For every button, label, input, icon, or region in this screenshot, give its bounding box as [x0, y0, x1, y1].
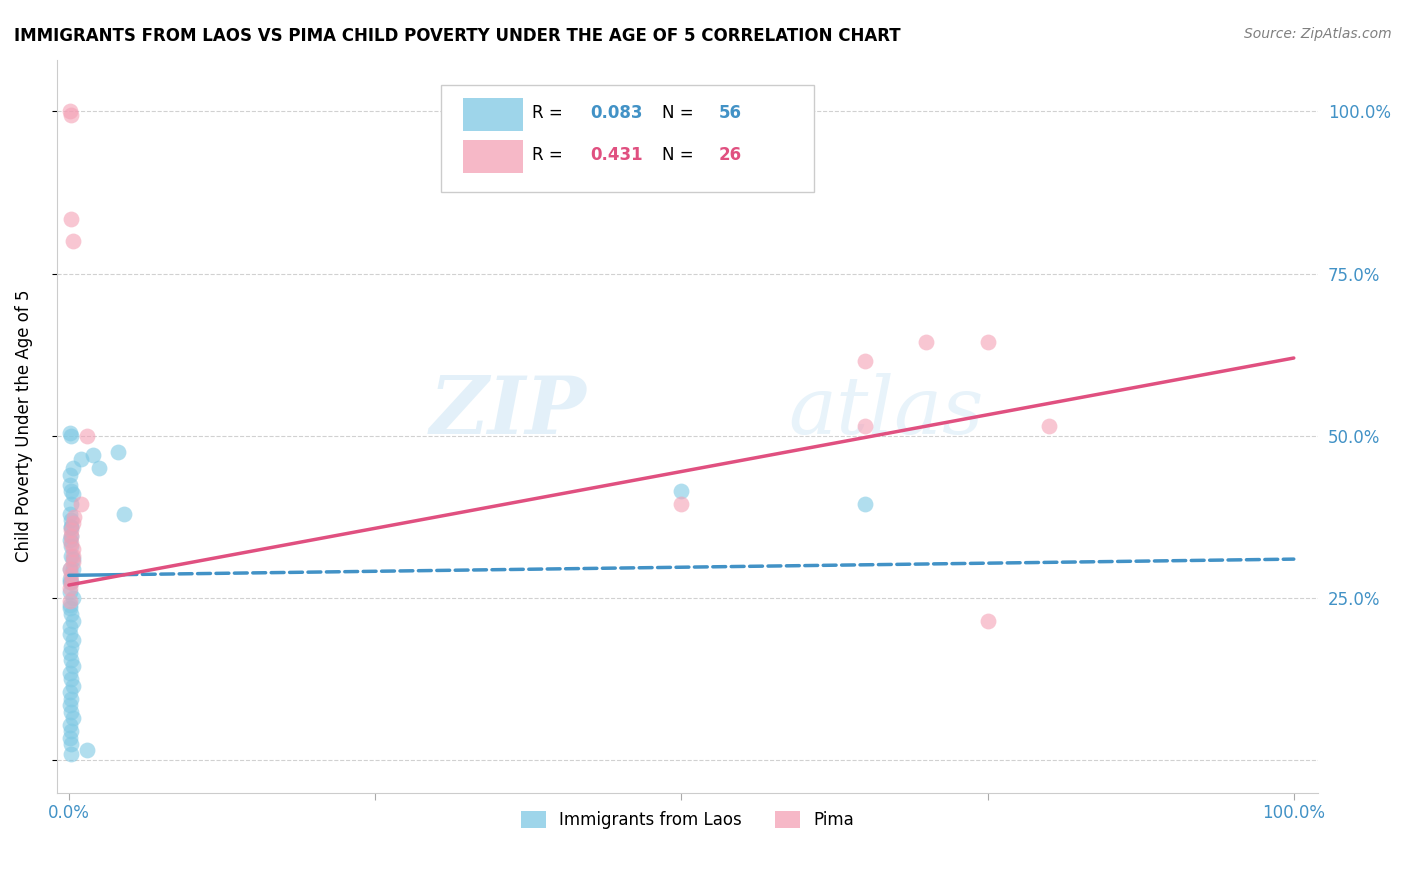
Point	[62, 234, 84, 248]
Point	[853, 419, 876, 434]
FancyBboxPatch shape	[441, 86, 814, 192]
Point	[59, 467, 82, 482]
Point	[107, 445, 129, 459]
Point	[59, 594, 82, 608]
Point	[60, 640, 83, 654]
Point	[60, 108, 83, 122]
Point	[60, 519, 83, 533]
Text: Source: ZipAtlas.com: Source: ZipAtlas.com	[1244, 27, 1392, 41]
Point	[62, 549, 84, 563]
Text: IMMIGRANTS FROM LAOS VS PIMA CHILD POVERTY UNDER THE AGE OF 5 CORRELATION CHART: IMMIGRANTS FROM LAOS VS PIMA CHILD POVER…	[14, 27, 901, 45]
Point	[976, 334, 998, 349]
Point	[60, 429, 83, 443]
Point	[59, 574, 82, 589]
Point	[76, 429, 98, 443]
Point	[59, 717, 82, 731]
Point	[60, 536, 83, 550]
Point	[59, 507, 82, 521]
Point	[59, 731, 82, 745]
Text: 56: 56	[718, 104, 742, 122]
Point	[59, 620, 82, 634]
Point	[59, 626, 82, 640]
Point	[59, 562, 82, 576]
Point	[62, 633, 84, 648]
Point	[59, 584, 82, 599]
Point	[671, 497, 693, 511]
Legend: Immigrants from Laos, Pima: Immigrants from Laos, Pima	[515, 804, 860, 836]
Point	[62, 679, 84, 693]
Point	[60, 211, 83, 226]
Point	[59, 425, 82, 440]
Point	[62, 555, 84, 569]
Text: R =: R =	[533, 104, 568, 122]
Point	[62, 711, 84, 725]
Point	[62, 461, 84, 475]
Point	[70, 451, 93, 466]
Point	[60, 549, 83, 563]
FancyBboxPatch shape	[463, 98, 523, 131]
Point	[60, 724, 83, 739]
Text: 26: 26	[718, 146, 742, 164]
Point	[62, 552, 84, 566]
Text: R =: R =	[533, 146, 568, 164]
Point	[59, 698, 82, 712]
Point	[60, 574, 83, 589]
Point	[976, 614, 998, 628]
Point	[59, 600, 82, 615]
Point	[60, 737, 83, 751]
Point	[76, 743, 98, 757]
Text: 0.431: 0.431	[591, 146, 643, 164]
Text: atlas: atlas	[789, 373, 984, 450]
Point	[60, 691, 83, 706]
Point	[59, 477, 82, 491]
Point	[82, 448, 104, 462]
Point	[60, 568, 83, 582]
Point	[59, 685, 82, 699]
Point	[59, 646, 82, 660]
Point	[59, 598, 82, 612]
Point	[59, 533, 82, 547]
Point	[60, 497, 83, 511]
Y-axis label: Child Poverty Under the Age of 5: Child Poverty Under the Age of 5	[15, 290, 32, 562]
Point	[62, 659, 84, 673]
Point	[853, 354, 876, 368]
FancyBboxPatch shape	[463, 140, 523, 173]
Point	[60, 513, 83, 527]
Point	[60, 529, 83, 543]
Text: N =: N =	[662, 104, 699, 122]
Point	[60, 672, 83, 686]
Point	[59, 665, 82, 680]
Point	[62, 591, 84, 605]
Point	[59, 104, 82, 119]
Point	[89, 461, 111, 475]
Point	[60, 529, 83, 543]
Point	[853, 497, 876, 511]
Point	[60, 653, 83, 667]
Point	[60, 483, 83, 498]
Point	[60, 539, 83, 553]
Text: N =: N =	[662, 146, 699, 164]
Point	[112, 507, 135, 521]
Point	[60, 747, 83, 761]
Point	[60, 705, 83, 719]
Point	[62, 487, 84, 501]
Text: 0.083: 0.083	[591, 104, 643, 122]
Text: ZIP: ZIP	[430, 373, 586, 450]
Point	[59, 562, 82, 576]
Point	[60, 519, 83, 533]
Point	[62, 510, 84, 524]
Point	[62, 516, 84, 531]
Point	[60, 607, 83, 622]
Point	[60, 523, 83, 537]
Point	[1038, 419, 1060, 434]
Point	[915, 334, 938, 349]
Point	[59, 572, 82, 586]
Point	[59, 582, 82, 596]
Point	[62, 542, 84, 557]
Point	[62, 614, 84, 628]
Point	[60, 574, 83, 589]
Point	[671, 483, 693, 498]
Point	[62, 562, 84, 576]
Point	[70, 497, 93, 511]
